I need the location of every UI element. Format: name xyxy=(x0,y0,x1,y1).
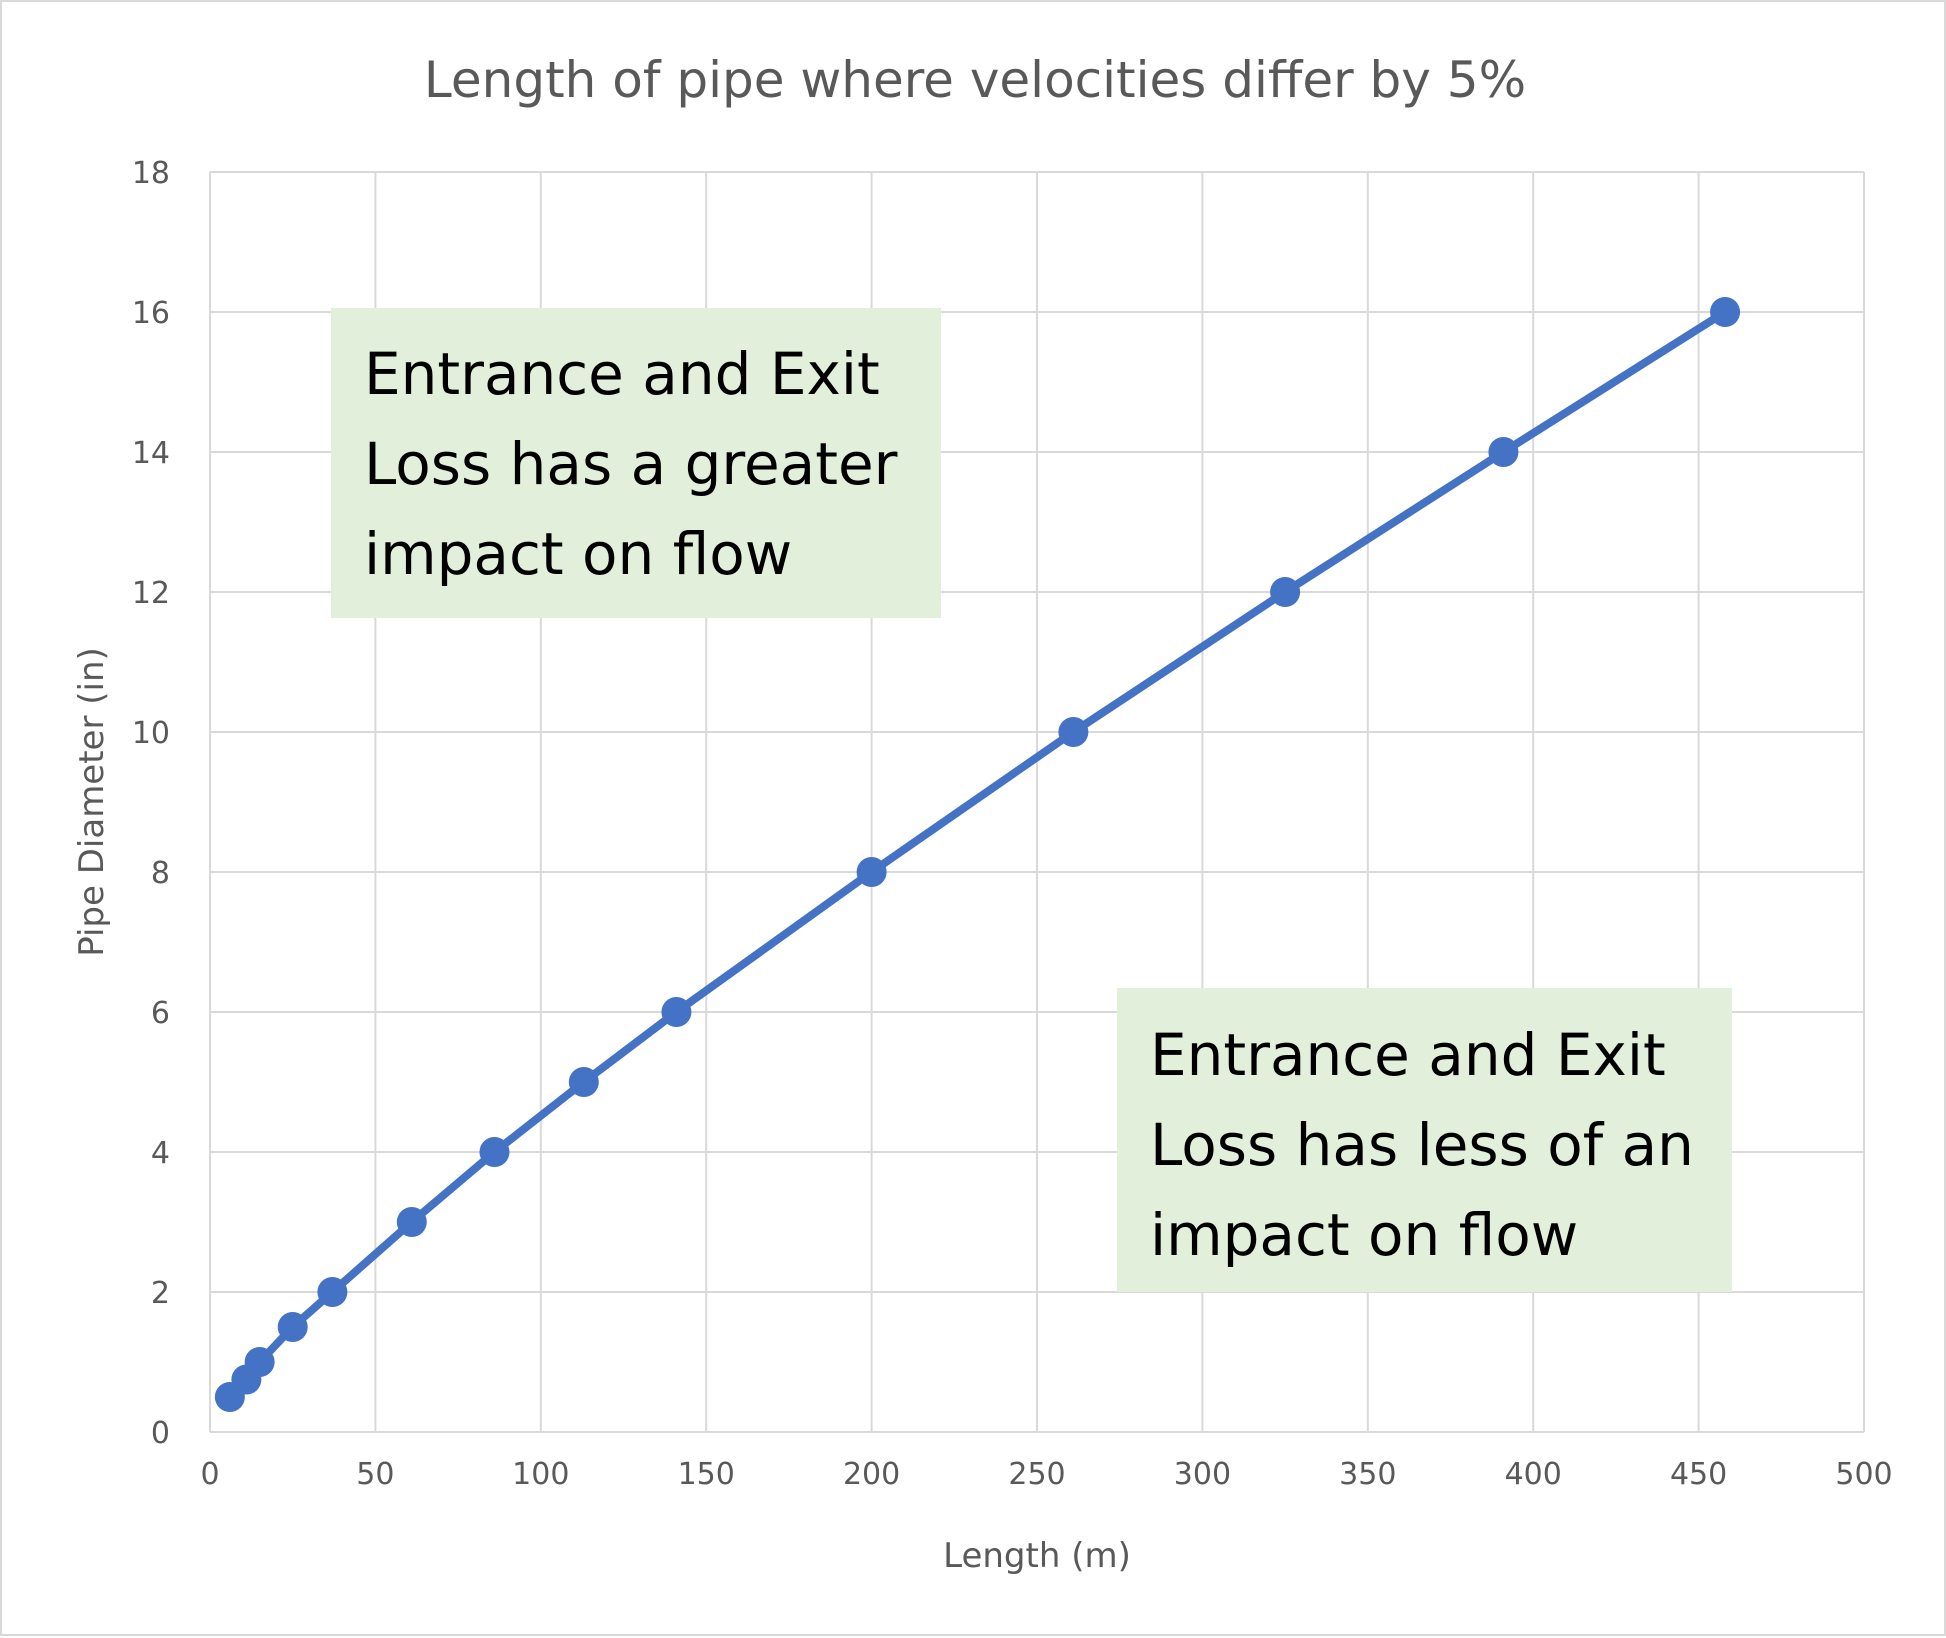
x-tick-label: 400 xyxy=(1505,1457,1562,1492)
annotation-line: impact on flow xyxy=(364,520,792,588)
annotation-less-impact: Entrance and Exit Loss has less of an im… xyxy=(1117,988,1732,1292)
annotation-greater-impact: Entrance and Exit Loss has a greater imp… xyxy=(331,308,941,618)
x-axis-title: Length (m) xyxy=(943,1536,1131,1576)
data-point xyxy=(244,1347,275,1377)
y-tick-label: 18 xyxy=(132,156,170,191)
x-tick-label: 450 xyxy=(1670,1457,1727,1492)
y-tick-label: 12 xyxy=(132,576,170,611)
y-tick-label: 14 xyxy=(132,436,170,471)
chart-title: Length of pipe where velocities differ b… xyxy=(424,51,1526,109)
series-diameter-vs-length xyxy=(214,297,1741,1412)
x-tick-label: 500 xyxy=(1835,1457,1892,1492)
annotation-box xyxy=(1117,988,1732,1292)
y-tick-label: 4 xyxy=(151,1136,170,1171)
x-tick-label: 50 xyxy=(356,1457,394,1492)
x-tick-label: 200 xyxy=(843,1457,900,1492)
x-tick-label: 350 xyxy=(1339,1457,1396,1492)
annotation-line: Entrance and Exit xyxy=(1150,1021,1666,1089)
data-point xyxy=(479,1137,510,1167)
y-tick-label: 0 xyxy=(151,1416,170,1451)
data-point xyxy=(661,997,692,1027)
data-point xyxy=(568,1067,599,1097)
annotation-line: Loss has less of an xyxy=(1150,1111,1694,1179)
x-tick-label: 250 xyxy=(1008,1457,1065,1492)
y-axis-title: Pipe Diameter (in) xyxy=(72,647,112,957)
annotation-line: impact on flow xyxy=(1150,1201,1578,1269)
y-tick-label: 16 xyxy=(132,296,170,331)
data-point xyxy=(1488,437,1519,467)
annotation-line: Loss has a greater xyxy=(364,430,898,498)
annotation-line: Entrance and Exit xyxy=(364,340,880,408)
data-point xyxy=(856,857,887,887)
annotation-box xyxy=(331,308,941,618)
data-point xyxy=(1270,577,1301,607)
tick-labels: 0 50 100 150 200 250 300 350 400 450 500 0 2 4 6 8 10 12 1… xyxy=(132,156,1893,1492)
data-point xyxy=(1710,297,1741,327)
data-point xyxy=(317,1277,348,1307)
x-tick-label: 150 xyxy=(678,1457,735,1492)
y-tick-label: 8 xyxy=(151,856,170,891)
x-tick-label: 300 xyxy=(1174,1457,1231,1492)
y-tick-label: 10 xyxy=(132,716,170,751)
y-tick-label: 2 xyxy=(151,1276,170,1311)
x-tick-label: 0 xyxy=(200,1457,219,1492)
x-tick-label: 100 xyxy=(512,1457,569,1492)
data-point xyxy=(277,1312,308,1342)
data-point xyxy=(1058,717,1089,747)
y-tick-label: 6 xyxy=(151,996,170,1031)
data-point xyxy=(396,1207,427,1237)
